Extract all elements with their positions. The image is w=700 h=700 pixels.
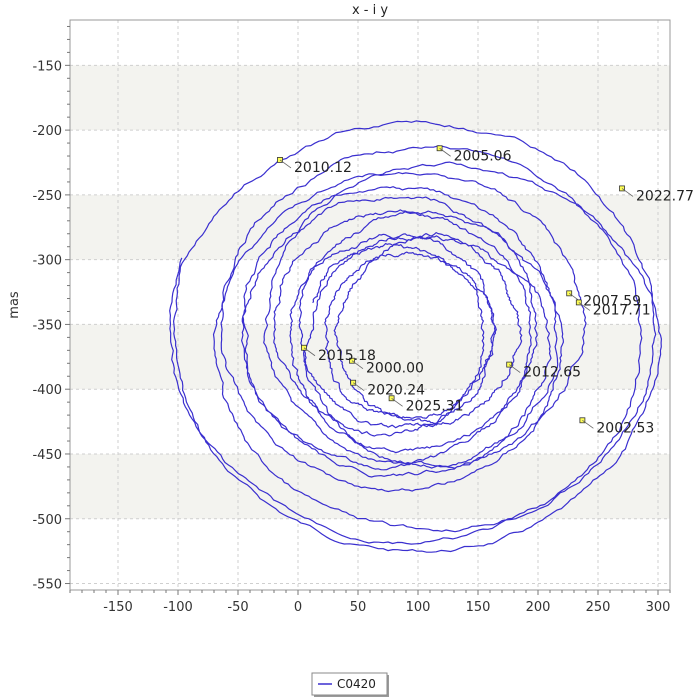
annotation-leader [352, 382, 365, 392]
tick-marks [65, 25, 671, 595]
annotation-label: 2025.31 [406, 398, 464, 414]
annotation-label: 2017.71 [593, 302, 651, 318]
plot-band [70, 324, 670, 390]
annotation-label: 2005.06 [454, 148, 512, 164]
annotation-label: 2015.18 [318, 348, 376, 364]
annotation-leader [578, 302, 591, 311]
legend: C0420 [311, 672, 389, 697]
x-tick-label: 0 [294, 600, 302, 615]
annotation-label: 2000.00 [366, 361, 424, 377]
annotation-layer: 2000.00 2002.53 2005.06 2007.59 2010.12 2012.… [277, 145, 694, 436]
series-line-C0420 [169, 120, 662, 553]
annotation-leader [351, 360, 364, 370]
annotation-leader [582, 419, 594, 429]
annotation-label: 2012.65 [523, 365, 581, 381]
annotation-label: 2022.77 [636, 188, 694, 204]
annotation-label: 2002.53 [596, 420, 654, 436]
annotation-leader [621, 188, 634, 197]
legend-box [311, 672, 388, 696]
x-tick-label: -50 [227, 600, 248, 615]
annotation-leader [303, 347, 316, 357]
chart-title: x - i y [352, 3, 388, 18]
x-tick-label: 100 [406, 600, 431, 615]
y-tick-label: -150 [32, 59, 62, 74]
annotation-leader [508, 364, 521, 373]
x-tick-label: 300 [646, 600, 671, 615]
y-tick-label: -200 [32, 124, 62, 139]
x-tick-label: -100 [163, 600, 193, 615]
y-tick-label: -350 [32, 318, 62, 333]
y-tick-label: -250 [32, 189, 62, 204]
x-tick-label: 50 [350, 600, 367, 615]
plot-bands [70, 65, 670, 519]
x-tick-label: 200 [526, 600, 551, 615]
grid-lines [70, 20, 670, 590]
plot-band [70, 453, 670, 519]
y-axis-label: mas [7, 291, 22, 319]
y-tick-label: -400 [32, 383, 62, 398]
plot-band [70, 194, 670, 260]
annotation-label: 2020.24 [367, 383, 425, 399]
tick-labels: -150 -100 -50 0 50 100 150 200 250 300-550-500-45… [32, 59, 670, 615]
annotation-leader [391, 397, 403, 407]
y-tick-label: -450 [32, 448, 62, 463]
y-tick-label: -300 [32, 254, 62, 269]
legend-label: C0420 [337, 677, 376, 691]
annotation-leader [279, 159, 292, 169]
x-tick-label: 150 [466, 600, 491, 615]
annotation-leader [439, 147, 451, 157]
annotation-label: 2010.12 [294, 160, 352, 176]
annotation-label: 2007.59 [583, 293, 641, 309]
x-tick-label: -150 [103, 600, 133, 615]
plot-band [70, 65, 670, 131]
y-tick-label: -500 [32, 513, 62, 528]
x-tick-label: 250 [586, 600, 611, 615]
series-layer [169, 120, 662, 553]
y-tick-label: -550 [32, 578, 62, 593]
